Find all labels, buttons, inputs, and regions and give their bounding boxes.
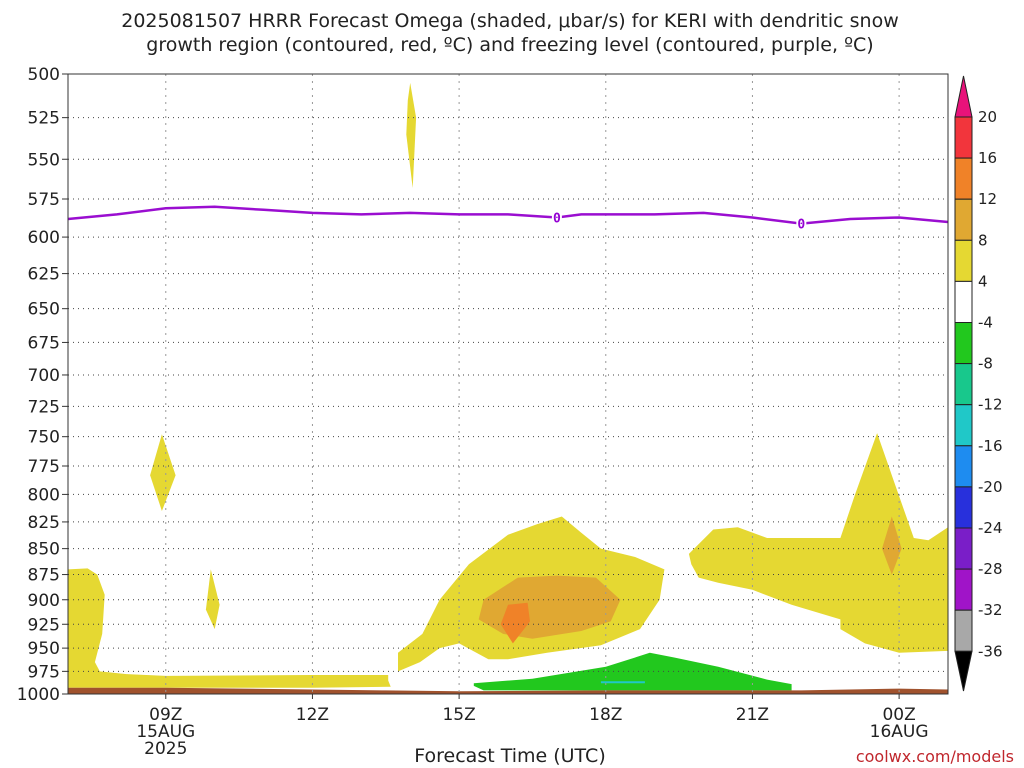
colorbar-label-5: -4 (978, 314, 993, 332)
y-tick-label-4: 600 (28, 228, 60, 248)
colorbar-bin-2 (954, 157, 973, 200)
freezing-level-label-0: 0 (553, 211, 561, 226)
colorbar-bin-14 (954, 650, 973, 692)
x-tick-label-5: 00Z (882, 705, 915, 725)
y-tick-label-14: 850 (28, 540, 60, 560)
colorbar-label-1: 16 (978, 149, 997, 167)
colorbar-bin-12 (954, 568, 973, 611)
colorbar-bin-5 (954, 280, 973, 323)
colorbar-bin-4 (954, 239, 973, 282)
colorbar-label-3: 8 (978, 231, 988, 249)
colorbar-label-6: -8 (978, 355, 993, 373)
x-tick-label-2: 15Z (442, 705, 475, 725)
colorbar-bin-0 (954, 75, 973, 118)
omega-region-0 (68, 568, 391, 688)
y-tick-label-12: 800 (28, 485, 60, 505)
plot-frame (67, 73, 949, 695)
y-tick-label-0: 500 (28, 65, 60, 85)
x-tick-label-3: 18Z (589, 705, 622, 725)
y-tick-label-8: 700 (28, 366, 60, 386)
omega-shading-layer (68, 82, 948, 691)
y-tick-label-15: 875 (28, 566, 60, 586)
colorbar: 20 16 12 8 4 -4 -8 -12 -16 -20 -24 -28 -32 -36 (954, 75, 1003, 692)
colorbar-label-13: -36 (978, 642, 1003, 660)
freezing-label-bg-1 (796, 216, 807, 231)
y-tick-label-9: 725 (28, 397, 60, 417)
y-tick-label-10: 750 (28, 428, 60, 448)
credit-text: coolwx.com/models (856, 747, 1014, 766)
freezing-level-label-1: 0 (797, 218, 805, 233)
colorbar-label-11: -28 (978, 560, 1003, 578)
colorbar-bin-8 (954, 404, 973, 447)
colorbar-label-0: 20 (978, 108, 997, 126)
y-tick-label-1: 525 (28, 109, 60, 129)
colorbar-bin-11 (954, 527, 973, 570)
x-tick-year-0: 2025 (144, 739, 187, 759)
omega-region-2 (150, 434, 176, 511)
grid-layer (68, 73, 948, 695)
surface-ground (68, 687, 948, 694)
y-tick-label-5: 625 (28, 265, 60, 285)
y-tick-label-3: 575 (28, 190, 60, 210)
surface-layer (68, 687, 948, 694)
y-tick-label-6: 650 (28, 300, 60, 320)
y-axis: 500 525 550 575 600 625 650 675 700 725 750 775 800 8… (17, 65, 68, 705)
colorbar-bin-10 (954, 486, 973, 529)
colorbar-bin-9 (954, 445, 973, 488)
x-tick-label-1: 12Z (296, 705, 329, 725)
colorbar-bin-6 (954, 322, 973, 365)
omega-region-1 (406, 82, 417, 189)
omega-region-3 (205, 569, 220, 630)
y-tick-label-13: 825 (28, 513, 60, 533)
y-tick-label-20: 1000 (17, 685, 60, 705)
colorbar-label-7: -12 (978, 396, 1003, 414)
colorbar-bin-1 (954, 116, 973, 159)
chart-title-line2: growth region (contoured, red, ºC) and f… (146, 34, 873, 56)
freezing-label-bg-0 (551, 210, 562, 225)
omega-region-7 (882, 516, 902, 575)
colorbar-label-9: -20 (978, 478, 1003, 496)
y-tick-label-16: 900 (28, 591, 60, 611)
y-tick-label-17: 925 (28, 615, 60, 635)
colorbar-label-12: -32 (978, 601, 1003, 619)
x-tick-date-5: 16AUG (870, 722, 929, 742)
colorbar-bin-7 (954, 363, 973, 406)
freezing-level-line (67, 205, 949, 225)
y-tick-label-2: 550 (28, 150, 60, 170)
colorbar-bin-3 (954, 198, 973, 241)
chart-title-line1: 2025081507 HRRR Forecast Omega (shaded, … (121, 10, 899, 32)
colorbar-label-10: -24 (978, 519, 1003, 537)
omega-region-9 (473, 652, 792, 691)
y-tick-label-19: 975 (28, 662, 60, 682)
x-tick-label-4: 21Z (736, 705, 769, 725)
omega-region-8 (500, 602, 530, 644)
y-tick-label-11: 775 (28, 457, 60, 477)
colorbar-label-4: 4 (978, 272, 988, 290)
omega-region-5 (688, 433, 948, 653)
colorbar-label-8: -16 (978, 437, 1003, 455)
x-axis-label: Forecast Time (UTC) (414, 745, 605, 767)
colorbar-label-2: 12 (978, 190, 997, 208)
x-tick-label-0: 09Z (149, 705, 182, 725)
x-tick-date-0: 15AUG (136, 722, 195, 742)
y-tick-label-7: 675 (28, 333, 60, 353)
y-tick-label-18: 950 (28, 639, 60, 659)
colorbar-bin-13 (954, 609, 973, 652)
